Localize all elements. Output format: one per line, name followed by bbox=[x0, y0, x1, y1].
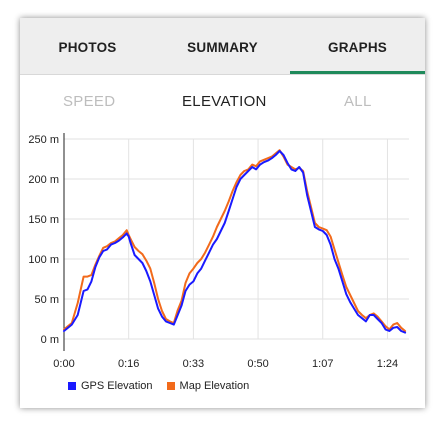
x-tick-label: 1:24 bbox=[377, 358, 398, 370]
y-tick-label: 100 m bbox=[28, 254, 59, 266]
elevation-chart: 0 m 50 m 100 m 150 m 200 m 250 m 0:00 0:16 0:33… bbox=[28, 133, 409, 370]
chart-grid bbox=[63, 133, 409, 351]
map-elevation-line bbox=[63, 149, 407, 332]
elevation-card: PHOTOS SUMMARY GRAPHS SPEED ELEVATION AL… bbox=[20, 18, 425, 408]
y-tick-label: 150 m bbox=[28, 214, 59, 226]
legend-item-map: Map Elevation bbox=[166, 380, 250, 392]
active-tab-indicator bbox=[290, 71, 425, 74]
subtab-speed[interactable]: SPEED bbox=[63, 93, 116, 110]
x-tick-label: 0:33 bbox=[183, 358, 204, 370]
tab-photos[interactable]: PHOTOS bbox=[58, 40, 117, 55]
legend-swatch-map bbox=[166, 382, 175, 390]
x-axis-ticks: 0:00 0:16 0:33 0:50 1:07 1:24 bbox=[53, 358, 398, 370]
chart-legend: GPS Elevation Map Elevation bbox=[68, 380, 263, 392]
tab-summary[interactable]: SUMMARY bbox=[187, 40, 258, 55]
x-tick-label: 1:07 bbox=[312, 358, 333, 370]
chart-series bbox=[63, 149, 407, 334]
gps-elevation-line bbox=[63, 150, 407, 334]
y-tick-label: 0 m bbox=[41, 334, 59, 346]
x-tick-label: 0:50 bbox=[247, 358, 268, 370]
legend-label-map: Map Elevation bbox=[179, 380, 250, 392]
y-tick-label: 200 m bbox=[28, 174, 59, 186]
x-tick-label: 0:16 bbox=[118, 358, 139, 370]
legend-item-gps: GPS Elevation bbox=[68, 380, 153, 392]
legend-label-gps: GPS Elevation bbox=[81, 380, 153, 392]
subtab-all[interactable]: ALL bbox=[344, 93, 372, 110]
y-axis-ticks: 0 m 50 m 100 m 150 m 200 m 250 m bbox=[28, 134, 59, 346]
y-tick-label: 50 m bbox=[35, 294, 59, 306]
legend-swatch-gps bbox=[68, 382, 76, 390]
tab-bar: PHOTOS SUMMARY GRAPHS bbox=[20, 18, 425, 75]
subtab-elevation[interactable]: ELEVATION bbox=[182, 93, 267, 110]
x-tick-label: 0:00 bbox=[53, 358, 74, 370]
tab-graphs[interactable]: GRAPHS bbox=[328, 40, 387, 55]
y-tick-label: 250 m bbox=[28, 134, 59, 146]
